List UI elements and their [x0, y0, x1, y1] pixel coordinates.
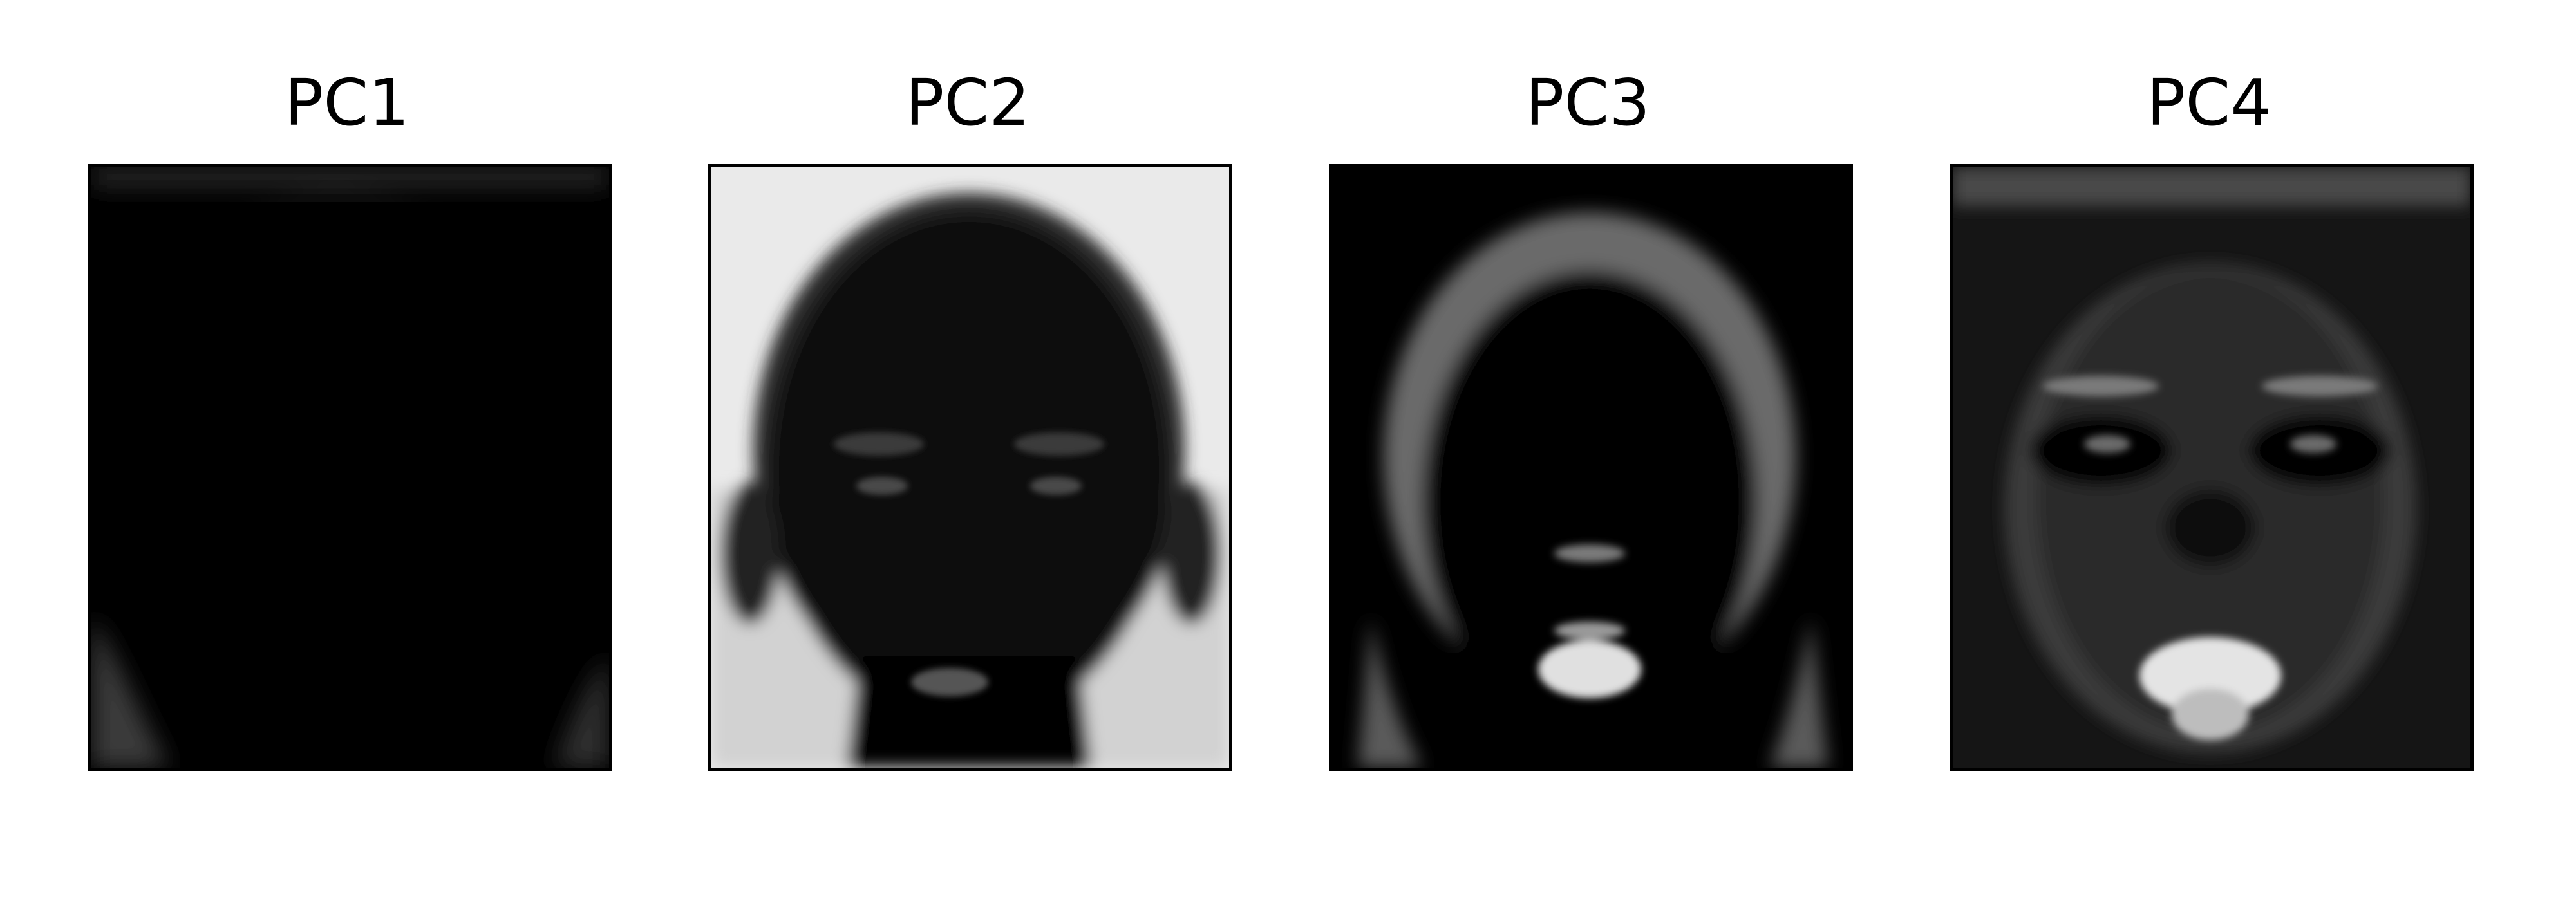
panel-title-pc3: PC3: [1525, 65, 1650, 140]
panel-image-pc4: [1950, 164, 2474, 771]
pc3-face-image: [1332, 167, 1850, 768]
panel-title-pc4: PC4: [2147, 65, 2271, 140]
pc4-face-image: [1953, 167, 2470, 768]
panel-image-pc3: [1329, 164, 1853, 771]
pc2-face-image: [711, 167, 1229, 768]
panel-image-pc1: [88, 164, 612, 771]
pc1-face-image: [91, 167, 609, 768]
panel-title-pc1: PC1: [285, 65, 409, 140]
panel-title-pc2: PC2: [905, 65, 1030, 140]
panel-image-pc2: [708, 164, 1232, 771]
